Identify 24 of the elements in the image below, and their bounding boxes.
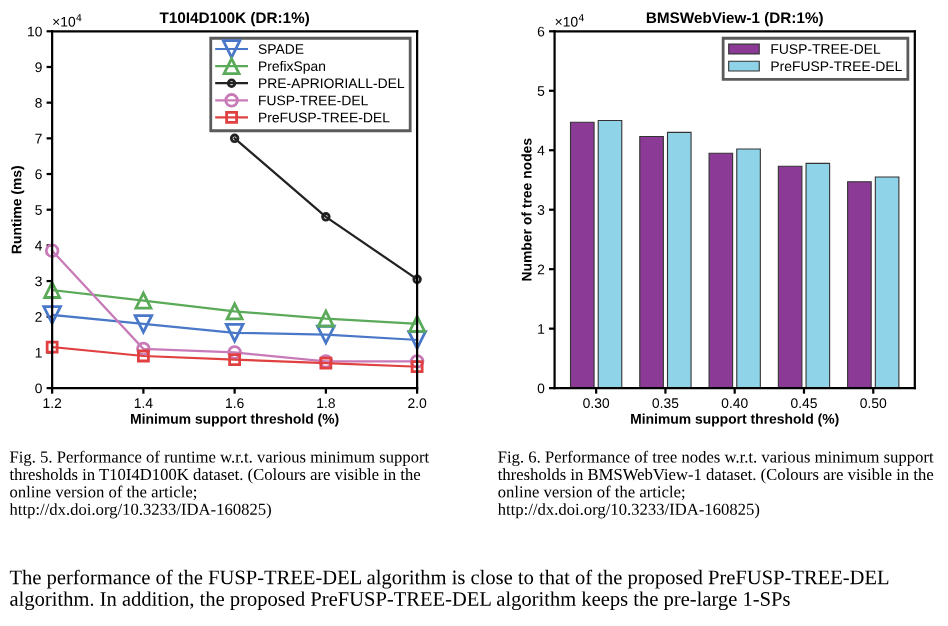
point xyxy=(227,345,242,360)
point xyxy=(321,212,331,222)
point xyxy=(44,243,60,258)
point xyxy=(42,305,62,325)
point xyxy=(410,360,424,374)
point xyxy=(136,341,151,357)
point xyxy=(224,323,245,343)
point xyxy=(136,349,150,363)
point xyxy=(412,274,422,285)
text: The performance of the FUSP-TREE-DEL algorithm is close to that of the proposed PreFUSP-TREE-DEL algorithm. In addition, the proposed PreFUSP-TREE-DEL algorithm keeps the pre-large 1-SPs xyxy=(9,569,889,611)
point xyxy=(316,324,336,345)
caption: Fig. 6. Performance of tree nodes w.r.t. various minimum support thresholds in BMSWebView-1 dataset. (Colours are visible in the online version of the article; http://dx.doi.org/10.3233/IDA-160825) xyxy=(497,450,934,519)
point xyxy=(228,353,242,366)
point xyxy=(229,133,240,144)
point xyxy=(134,291,153,310)
point xyxy=(45,340,59,354)
caption: Fig. 5. Performance of runtime w.r.t. various minimum support thresholds in T10I4D100K dataset. (Colours are visible in the online version of the article; http://dx.doi.org/10.3233/IDA-160825) xyxy=(9,450,430,519)
point xyxy=(43,281,62,299)
point xyxy=(316,309,335,328)
point xyxy=(409,354,425,369)
point xyxy=(408,315,427,333)
point xyxy=(407,330,427,350)
point xyxy=(133,314,154,334)
point xyxy=(225,302,244,321)
